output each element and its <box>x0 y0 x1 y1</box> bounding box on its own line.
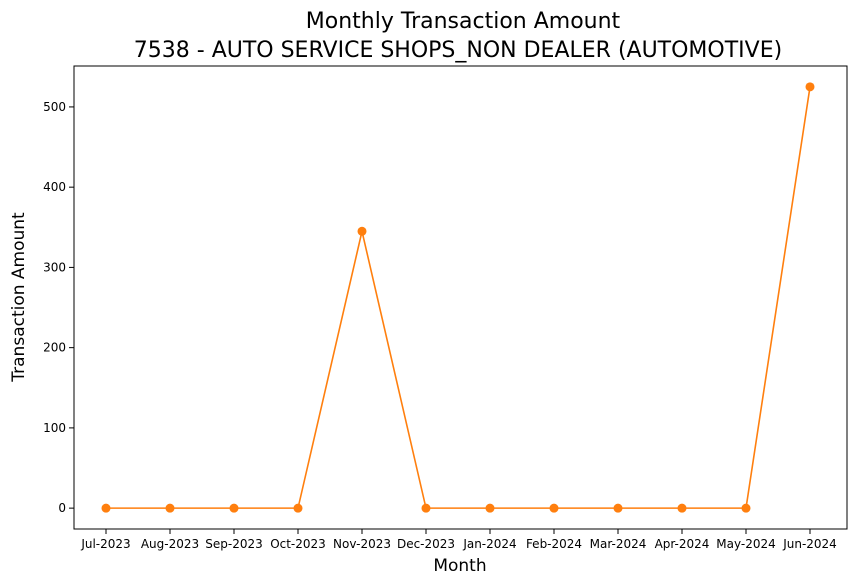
x-axis-label: Month <box>433 556 486 576</box>
y-tick-label: 300 <box>43 260 66 274</box>
y-tick-label: 0 <box>58 501 66 515</box>
data-point <box>421 503 431 513</box>
x-axis-ticks: Jul-2023 Aug-2023 Sep-2023 Oct-2023 Nov-2023… <box>80 529 837 551</box>
data-point <box>357 226 367 236</box>
chart-title-line2: 7538 - AUTO SERVICE SHOPS_NON DEALER (AU… <box>134 38 782 63</box>
data-point <box>549 503 559 513</box>
x-tick-label: May-2024 <box>716 537 775 551</box>
x-tick-label: Aug-2023 <box>141 537 199 551</box>
plot-area <box>73 65 848 530</box>
series-layer <box>101 82 815 513</box>
data-point <box>741 503 751 513</box>
y-tick-label: 100 <box>43 421 66 435</box>
x-tick-label: Apr-2024 <box>655 537 710 551</box>
y-tick-label: 500 <box>43 100 66 114</box>
x-tick-label: Nov-2023 <box>333 537 391 551</box>
x-tick-label: Mar-2024 <box>590 537 647 551</box>
chart-title-line1: Monthly Transaction Amount <box>306 9 621 34</box>
x-tick-label: Jan-2024 <box>462 537 516 551</box>
y-axis-ticks: 0 100 200 300 400 500 <box>43 100 74 515</box>
data-point <box>101 503 111 513</box>
data-point <box>165 503 175 513</box>
x-tick-label: Jul-2023 <box>80 537 130 551</box>
data-point <box>293 503 303 513</box>
data-point <box>805 82 815 92</box>
x-tick-label: Jun-2024 <box>782 537 837 551</box>
data-point <box>613 503 623 513</box>
data-point <box>485 503 495 513</box>
y-tick-label: 400 <box>43 180 66 194</box>
x-tick-label: Sep-2023 <box>205 537 263 551</box>
data-point <box>229 503 239 513</box>
data-point <box>677 503 687 513</box>
x-tick-label: Oct-2023 <box>270 537 326 551</box>
y-axis-label: Transaction Amount <box>9 212 29 383</box>
y-tick-label: 200 <box>43 341 66 355</box>
series-line <box>106 86 811 509</box>
x-tick-label: Feb-2024 <box>526 537 582 551</box>
x-tick-label: Dec-2023 <box>397 537 455 551</box>
